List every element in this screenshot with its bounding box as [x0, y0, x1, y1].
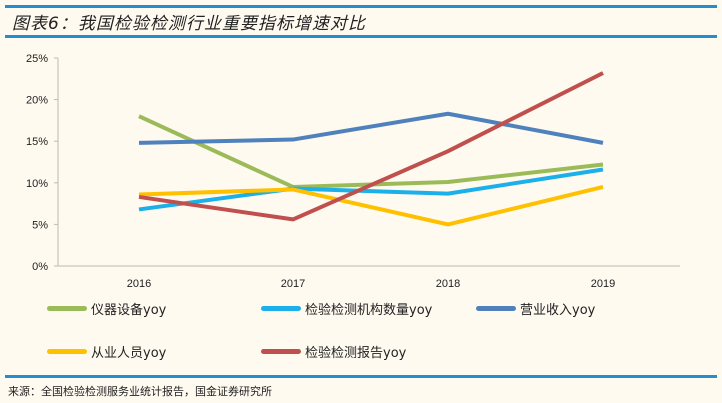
y-tick-label: 20% [26, 95, 48, 107]
series-line-1 [138, 167, 604, 212]
legend-swatch [261, 306, 301, 311]
legend-label: 从业人员yoy [91, 346, 167, 361]
legend-item: 检验检测机构数量yoy [261, 299, 432, 318]
chart-title: 图表6：我国检验检测行业重要指标增速对比 [12, 14, 366, 34]
y-tick-label: 10% [26, 178, 48, 190]
x-tick-label: 2017 [281, 278, 305, 290]
top-rule [5, 5, 717, 8]
y-tick-label: 15% [26, 136, 48, 148]
legend-swatch [261, 349, 301, 354]
legend-item: 检验检测报告yoy [261, 342, 406, 361]
y-tick-label: 0% [32, 261, 48, 273]
legend-swatch [47, 306, 87, 311]
legend-label: 检验检测机构数量yoy [305, 303, 433, 318]
source-note: 来源：全国检验检测服务业统计报告，国金证券研究所 [8, 385, 272, 398]
legend-swatch [476, 306, 516, 311]
series-line-4 [138, 71, 604, 222]
source-rule [5, 375, 717, 378]
series-line-2 [138, 111, 604, 145]
x-tick-label: 2016 [127, 278, 151, 290]
legend-swatch [47, 349, 87, 354]
legend-label: 检验检测报告yoy [305, 346, 407, 361]
legend-item: 营业收入yoy [476, 299, 595, 318]
series-line-3 [138, 185, 604, 227]
x-tick-label: 2018 [436, 278, 460, 290]
legend-item: 仪器设备yoy [47, 299, 166, 318]
legend-item: 从业人员yoy [47, 342, 166, 361]
y-tick-label: 25% [26, 53, 48, 65]
title-rule [5, 35, 717, 38]
line-chart: 0% 5% 10% 15% 20% 25% 2016 2017 2018 2019 [26, 53, 680, 290]
x-tick-label: 2019 [591, 278, 615, 290]
legend-label: 仪器设备yoy [91, 303, 167, 318]
y-tick-label: 5% [32, 219, 48, 231]
legend-label: 营业收入yoy [520, 303, 596, 318]
